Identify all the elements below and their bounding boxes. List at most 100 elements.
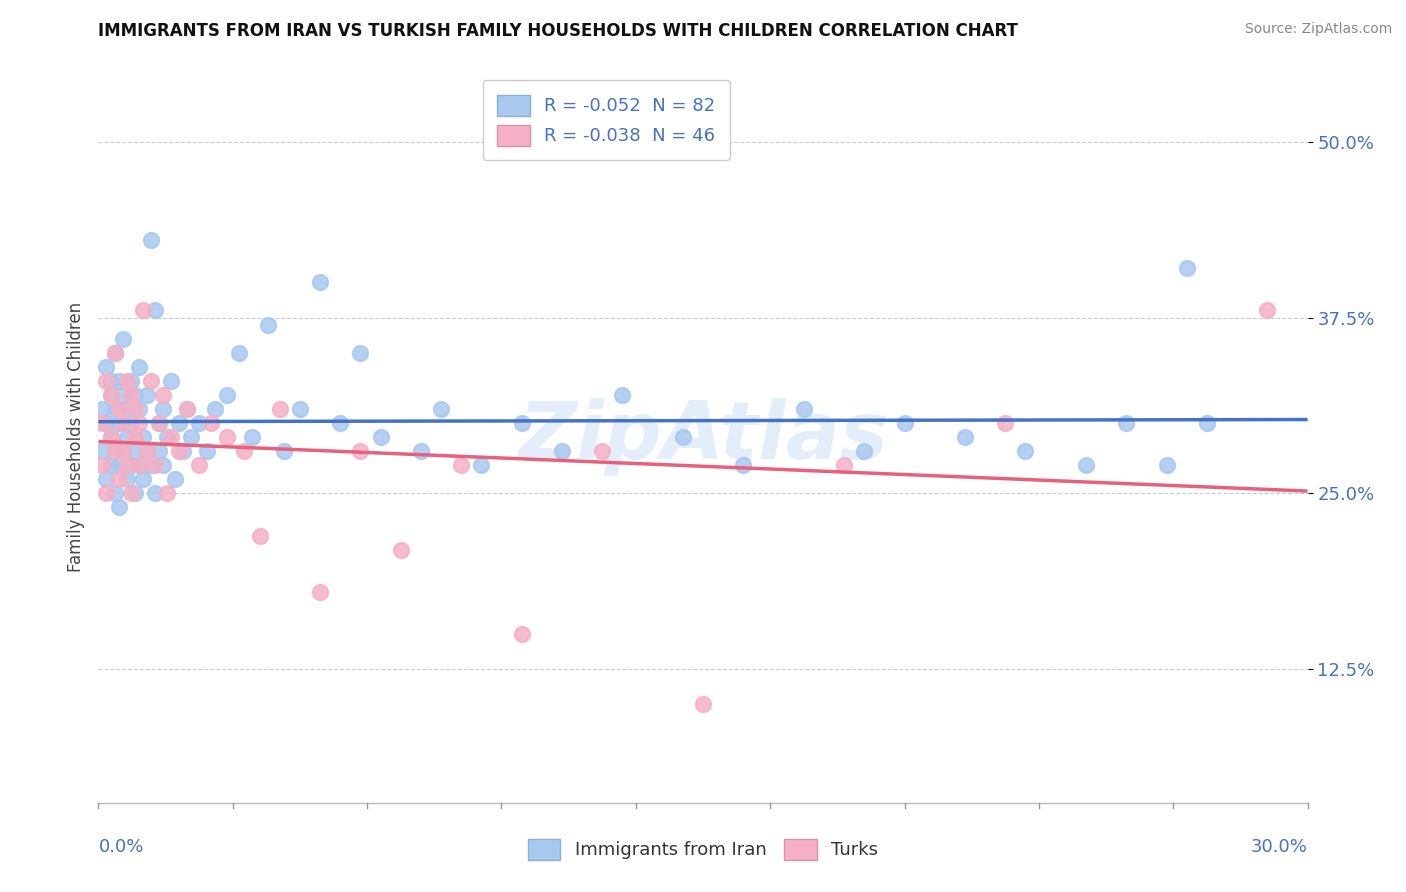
Point <box>1014 444 1036 458</box>
Point <box>1175 261 1198 276</box>
Point <box>1074 458 1097 473</box>
Point <box>232 444 254 458</box>
Point <box>100 388 122 402</box>
Point <box>148 416 170 430</box>
Point <box>1256 303 1278 318</box>
Point <box>228 345 250 359</box>
Point <box>163 472 186 486</box>
Point <box>139 374 162 388</box>
Point <box>288 401 311 416</box>
Point <box>124 430 146 444</box>
Point <box>124 401 146 416</box>
Point <box>91 458 114 473</box>
Point <box>510 416 533 430</box>
Point <box>217 388 239 402</box>
Point <box>103 345 125 359</box>
Point <box>309 584 332 599</box>
Point <box>329 416 352 430</box>
Point <box>135 444 157 458</box>
Point <box>100 374 122 388</box>
Point <box>124 486 146 500</box>
Point <box>100 430 122 444</box>
Point <box>217 430 239 444</box>
Point <box>273 444 295 458</box>
Point <box>156 486 179 500</box>
Point <box>139 233 162 247</box>
Point <box>692 698 714 712</box>
Point <box>143 486 166 500</box>
Point <box>953 430 976 444</box>
Point <box>96 374 118 388</box>
Point <box>893 416 915 430</box>
Point <box>107 374 129 388</box>
Point <box>111 416 134 430</box>
Point <box>91 401 114 416</box>
Point <box>120 388 142 402</box>
Point <box>160 430 183 444</box>
Point <box>107 416 129 430</box>
Point <box>111 444 134 458</box>
Point <box>195 444 218 458</box>
Point <box>249 528 271 542</box>
Point <box>103 486 125 500</box>
Point <box>204 401 226 416</box>
Text: IMMIGRANTS FROM IRAN VS TURKISH FAMILY HOUSEHOLDS WITH CHILDREN CORRELATION CHAR: IMMIGRANTS FROM IRAN VS TURKISH FAMILY H… <box>98 22 1018 40</box>
Point <box>148 416 170 430</box>
Point <box>349 345 371 359</box>
Point <box>91 444 114 458</box>
Point <box>132 430 155 444</box>
Point <box>128 416 150 430</box>
Point <box>152 458 174 473</box>
Point <box>115 458 138 473</box>
Point <box>115 374 138 388</box>
Point <box>853 444 876 458</box>
Point <box>200 416 222 430</box>
Point <box>591 444 613 458</box>
Point <box>152 401 174 416</box>
Point <box>733 458 755 473</box>
Point <box>124 388 146 402</box>
Point <box>91 416 114 430</box>
Point <box>135 388 157 402</box>
Point <box>128 458 150 473</box>
Point <box>389 542 412 557</box>
Point <box>180 430 202 444</box>
Point <box>103 444 125 458</box>
Point <box>107 458 129 473</box>
Point <box>672 430 695 444</box>
Point <box>1115 416 1137 430</box>
Point <box>115 401 138 416</box>
Point <box>470 458 492 473</box>
Point <box>96 359 118 374</box>
Point <box>269 401 291 416</box>
Point <box>1156 458 1178 473</box>
Point <box>100 388 122 402</box>
Point <box>994 416 1017 430</box>
Point <box>103 345 125 359</box>
Point <box>176 401 198 416</box>
Point <box>111 388 134 402</box>
Point <box>107 500 129 515</box>
Point <box>120 416 142 430</box>
Point <box>135 444 157 458</box>
Point <box>156 430 179 444</box>
Point <box>551 444 574 458</box>
Text: ZipAtlas: ZipAtlas <box>517 398 889 476</box>
Point <box>111 332 134 346</box>
Point <box>612 388 634 402</box>
Point <box>115 430 138 444</box>
Point <box>100 458 122 473</box>
Point <box>103 401 125 416</box>
Point <box>188 458 211 473</box>
Point <box>167 416 190 430</box>
Point <box>128 401 150 416</box>
Point <box>143 458 166 473</box>
Legend: Immigrants from Iran, Turks: Immigrants from Iran, Turks <box>520 831 886 867</box>
Point <box>409 444 432 458</box>
Point <box>176 401 198 416</box>
Point <box>107 472 129 486</box>
Point <box>370 430 392 444</box>
Point <box>349 444 371 458</box>
Point <box>120 374 142 388</box>
Point <box>793 401 815 416</box>
